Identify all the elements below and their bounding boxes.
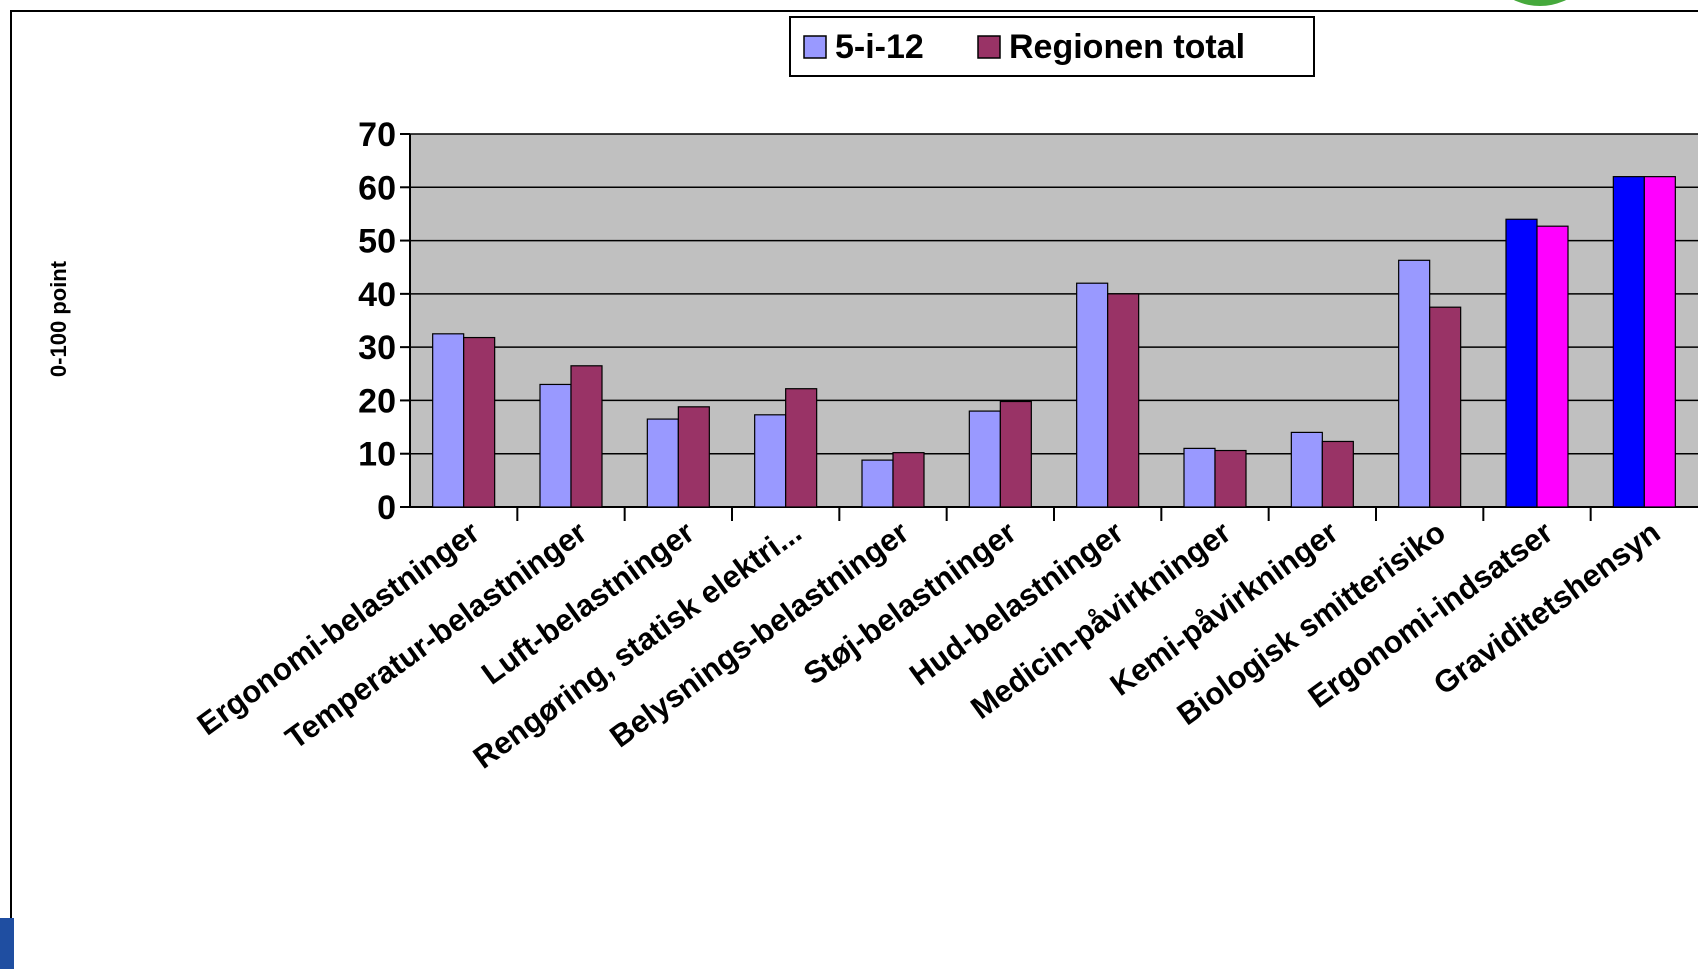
- bar: [570, 365, 603, 508]
- plot-area: 010203040506070Ergonomi-belastningerTemp…: [191, 116, 1698, 776]
- bar: [1290, 431, 1323, 508]
- legend-label: 5-i-12: [835, 28, 924, 66]
- bar: [1107, 293, 1140, 508]
- y-tick-label: 40: [358, 276, 396, 314]
- bar: [1398, 259, 1431, 508]
- bar: [892, 452, 925, 508]
- y-tick-label: 20: [358, 382, 396, 420]
- bar: [999, 400, 1032, 508]
- bar: [463, 336, 496, 508]
- y-tick-label: 0: [377, 489, 396, 527]
- y-tick-label: 10: [358, 436, 396, 474]
- bar: [754, 414, 787, 508]
- bar: [861, 459, 894, 508]
- legend: 5-i-12 Regionen total: [789, 16, 1315, 77]
- y-tick-label: 30: [358, 329, 396, 367]
- legend-swatch: [977, 35, 1001, 59]
- legend-label: Regionen total: [1009, 28, 1245, 66]
- bar: [1612, 176, 1645, 508]
- y-axis-label: 0-100 point: [46, 260, 71, 377]
- y-tick-label: 50: [358, 223, 396, 261]
- bar: [1643, 176, 1676, 508]
- bar: [1321, 440, 1354, 508]
- bar: [1505, 218, 1538, 508]
- bar: [968, 410, 1001, 508]
- slide-frame: [10, 10, 1698, 969]
- y-tick-label: 60: [358, 169, 396, 207]
- bar: [432, 333, 465, 508]
- bar: [785, 388, 818, 508]
- legend-swatch: [803, 35, 827, 59]
- bar: [677, 406, 710, 508]
- bar: [1183, 447, 1216, 508]
- bar: [1214, 449, 1247, 508]
- bar: [1076, 282, 1109, 508]
- logo-corner-shape: [1480, 0, 1600, 6]
- bar: [646, 418, 679, 508]
- bar: [1536, 225, 1569, 508]
- bar: [539, 383, 572, 508]
- plot-background: [410, 134, 1698, 507]
- left-edge-decoration: [0, 918, 14, 969]
- bar: [1429, 306, 1462, 508]
- y-tick-label: 70: [358, 116, 396, 154]
- legend-box: [789, 16, 1315, 77]
